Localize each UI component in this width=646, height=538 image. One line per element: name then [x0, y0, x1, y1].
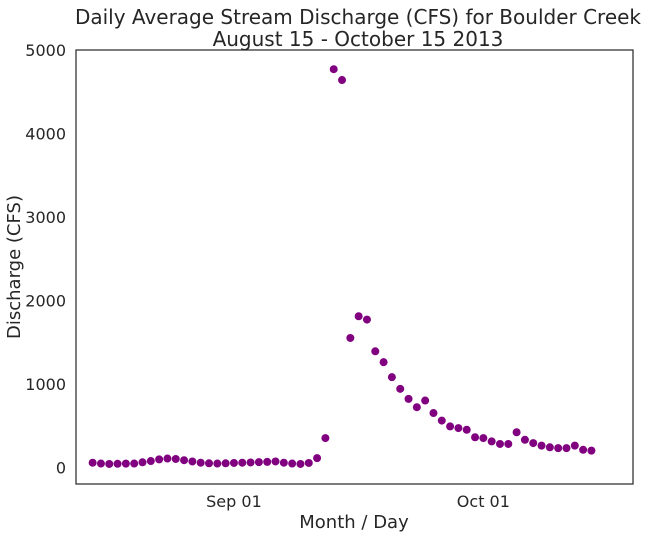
y-tick-label: 5000 — [25, 41, 66, 60]
plot-frame — [75, 49, 634, 485]
data-point — [387, 373, 396, 382]
data-point — [429, 409, 438, 418]
x-axis-label: Month / Day — [299, 512, 409, 533]
data-point — [471, 433, 480, 442]
data-points — [88, 65, 596, 468]
data-point — [520, 435, 529, 444]
data-point — [254, 458, 263, 467]
data-point — [412, 403, 421, 412]
data-point — [512, 428, 521, 437]
data-point — [421, 396, 430, 405]
y-tick-label: 1000 — [25, 375, 66, 394]
data-point — [579, 445, 588, 454]
y-tick-label: 4000 — [25, 124, 66, 143]
y-tick-label: 0 — [56, 458, 66, 477]
data-point — [329, 65, 338, 74]
data-point — [155, 455, 164, 464]
x-tick-label: Oct 01 — [457, 492, 510, 511]
x-tick-labels: Sep 01 Oct 01 — [206, 492, 510, 511]
data-point — [487, 437, 496, 446]
data-point — [371, 347, 380, 356]
data-point — [180, 456, 189, 465]
chart-title: Daily Average Stream Discharge (CFS) for… — [75, 5, 641, 29]
data-point — [171, 454, 180, 463]
data-point — [188, 457, 197, 466]
data-point — [121, 459, 130, 468]
chart-subtitle: August 15 - October 15 2013 — [213, 27, 504, 51]
data-point — [354, 312, 363, 321]
data-point — [205, 459, 214, 468]
data-point — [562, 444, 571, 453]
data-point — [238, 458, 247, 467]
data-point — [146, 457, 155, 466]
y-tick-label: 3000 — [25, 208, 66, 227]
data-point — [229, 458, 238, 467]
data-point — [213, 459, 222, 468]
data-point — [437, 416, 446, 425]
data-point — [362, 315, 371, 324]
data-point — [462, 425, 471, 434]
data-point — [138, 458, 147, 467]
data-point — [504, 439, 513, 448]
data-point — [304, 458, 313, 467]
data-point — [545, 443, 554, 452]
data-point — [296, 459, 305, 468]
data-point — [263, 457, 272, 466]
y-tick-label: 2000 — [25, 291, 66, 310]
data-point — [379, 358, 388, 367]
data-point — [313, 454, 322, 463]
data-point — [246, 458, 255, 467]
data-point — [113, 459, 122, 468]
data-point — [587, 446, 596, 455]
data-point — [479, 434, 488, 443]
data-point — [88, 458, 97, 467]
data-point — [130, 459, 139, 468]
data-point — [105, 459, 114, 468]
data-point — [221, 459, 230, 468]
data-point — [554, 444, 563, 453]
data-point — [404, 394, 413, 403]
data-point — [396, 384, 405, 393]
data-point — [163, 454, 172, 463]
data-point — [321, 434, 330, 443]
data-point — [279, 458, 288, 467]
y-tick-labels: 0 1000 2000 3000 4000 5000 — [25, 41, 66, 477]
data-point — [570, 441, 579, 450]
data-point — [529, 439, 538, 448]
data-point — [446, 422, 455, 431]
data-point — [338, 76, 347, 85]
data-point — [495, 439, 504, 448]
data-point — [96, 459, 105, 468]
y-axis-label: Discharge (CFS) — [4, 195, 25, 339]
data-point — [346, 333, 355, 342]
data-point — [271, 457, 280, 466]
x-tick-label: Sep 01 — [206, 492, 262, 511]
data-point — [454, 424, 463, 433]
data-point — [196, 458, 205, 467]
data-point — [537, 441, 546, 450]
data-point — [288, 459, 297, 468]
